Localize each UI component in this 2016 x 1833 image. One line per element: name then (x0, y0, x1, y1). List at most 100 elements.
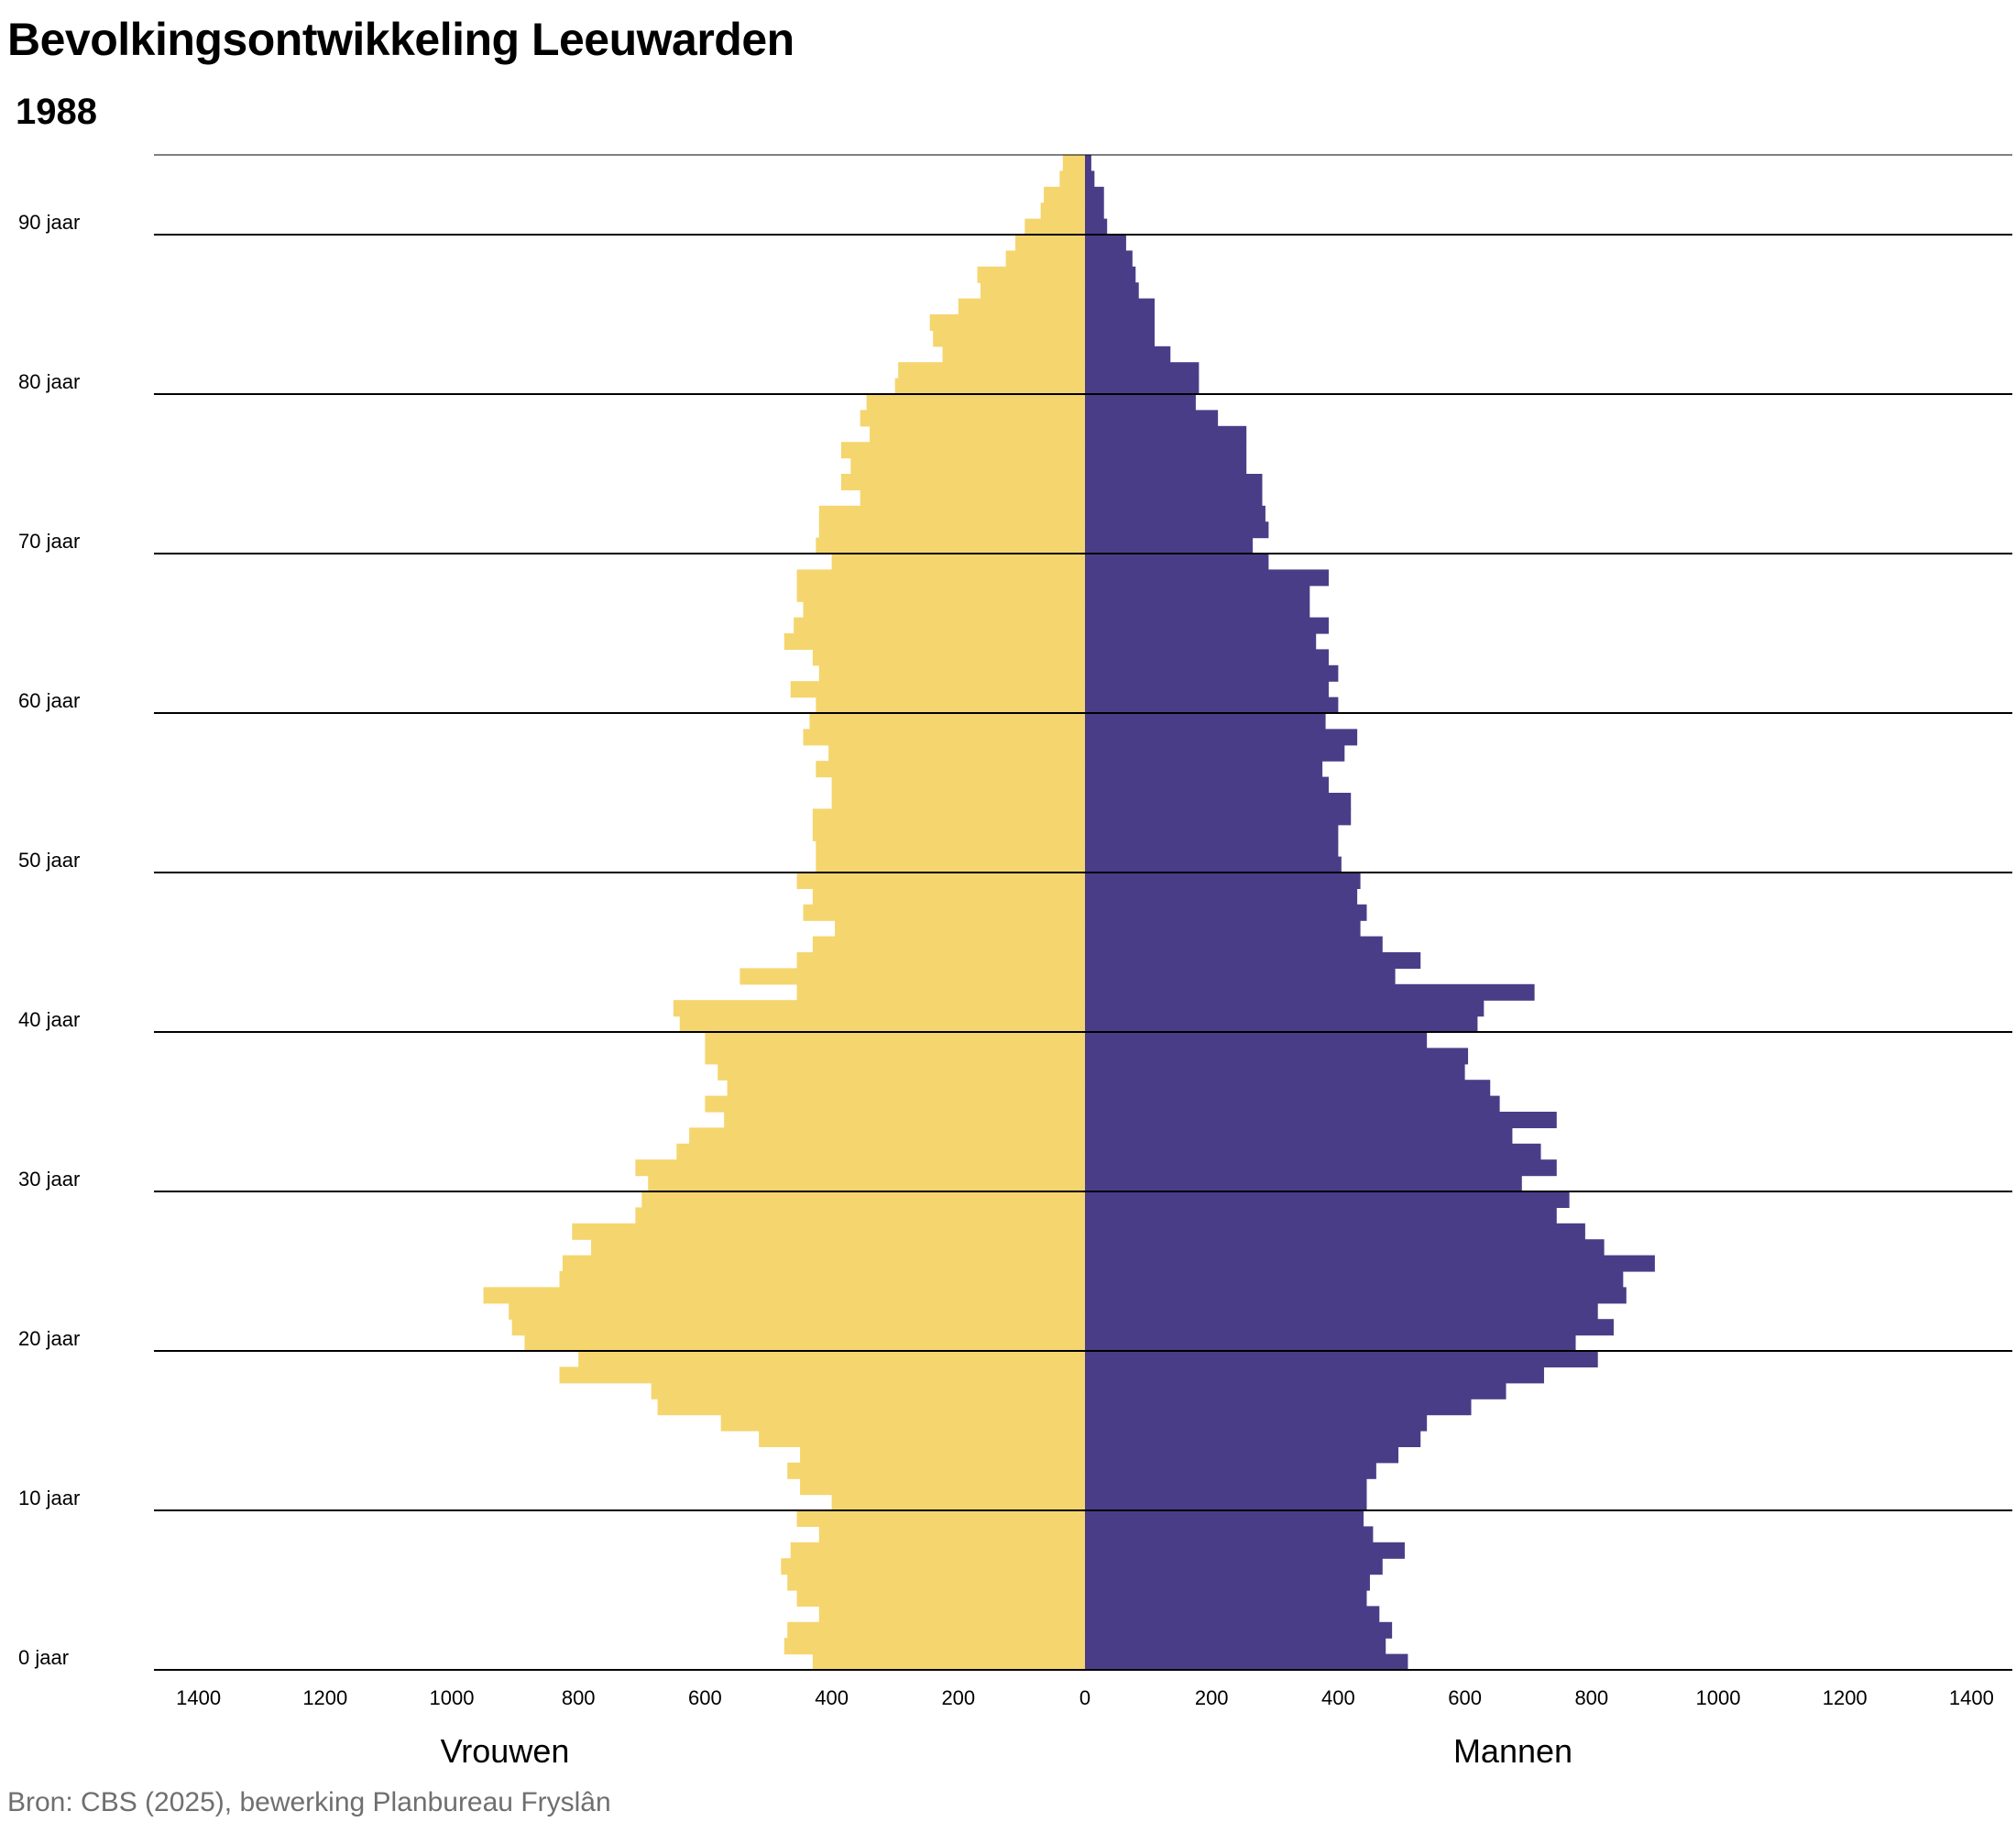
bar-men-age-74 (1085, 474, 1263, 490)
bar-men-age-8 (1085, 1526, 1374, 1543)
bar-men-age-17 (1085, 1382, 1507, 1399)
bar-women-age-73 (860, 489, 1085, 507)
bar-men-age-14 (1085, 1431, 1421, 1447)
source-note: Bron: CBS (2025), bewerking Planbureau F… (7, 1787, 611, 1817)
bar-women-age-0 (812, 1653, 1085, 1671)
bar-women-age-45 (812, 936, 1085, 953)
axis-label-men: Mannen (1453, 1732, 1572, 1770)
bar-women-age-18 (559, 1367, 1085, 1384)
bar-men-age-16 (1085, 1399, 1472, 1416)
bar-women-age-9 (796, 1510, 1085, 1527)
bar-men-age-84 (1085, 314, 1156, 331)
bar-women-age-68 (796, 569, 1085, 587)
bar-men-age-57 (1085, 744, 1345, 762)
bar-women-age-75 (850, 457, 1085, 475)
bar-women-age-33 (689, 1127, 1085, 1145)
age-label-50: 50 jaar (18, 849, 80, 872)
chart-title: Bevolkingsontwikkeling Leeuwarden (7, 14, 794, 65)
bar-women-age-53 (812, 808, 1085, 826)
bar-men-age-25 (1085, 1255, 1655, 1272)
bar-men-age-49 (1085, 873, 1361, 889)
bar-men-age-41 (1085, 1000, 1485, 1017)
bar-men-age-60 (1085, 697, 1339, 714)
bar-women-age-52 (812, 824, 1085, 841)
bar-women-age-94 (1062, 155, 1085, 171)
bar-women-age-51 (816, 840, 1085, 858)
bar-men-age-43 (1085, 968, 1396, 985)
bar-men-age-92 (1085, 186, 1104, 203)
bar-women-age-26 (591, 1239, 1085, 1257)
bar-women-age-64 (783, 633, 1085, 650)
bar-men-age-26 (1085, 1239, 1605, 1257)
bar-women-age-93 (1059, 170, 1085, 188)
bar-women-age-71 (818, 521, 1085, 539)
bar-men-age-71 (1085, 521, 1269, 539)
bar-women-age-83 (933, 330, 1085, 347)
bar-women-age-38 (705, 1048, 1085, 1065)
bar-women-age-2 (787, 1621, 1085, 1639)
bar-men-age-79 (1085, 394, 1196, 411)
bar-men-age-52 (1085, 824, 1339, 841)
bar-women-age-69 (831, 554, 1085, 570)
bar-women-age-87 (977, 266, 1085, 283)
bar-women-age-48 (812, 888, 1085, 906)
bar-men-age-7 (1085, 1542, 1405, 1559)
bar-women-age-34 (724, 1112, 1085, 1128)
bar-women-age-79 (866, 394, 1085, 411)
bar-women-age-76 (840, 442, 1085, 459)
bar-men-age-72 (1085, 505, 1265, 522)
bar-men-age-88 (1085, 250, 1133, 268)
bar-men-age-82 (1085, 346, 1171, 363)
bar-men-age-86 (1085, 282, 1139, 300)
bar-women-age-23 (483, 1287, 1085, 1304)
bar-women-age-5 (787, 1574, 1085, 1591)
bar-men-age-64 (1085, 633, 1317, 650)
x-tick-11: 800 (1574, 1686, 1608, 1709)
bar-men-age-33 (1085, 1127, 1513, 1145)
bar-men-age-76 (1085, 442, 1247, 459)
bar-men-age-87 (1085, 266, 1136, 283)
bar-men-age-94 (1085, 155, 1091, 171)
bar-women-age-63 (812, 649, 1085, 666)
bar-men-age-28 (1085, 1207, 1557, 1224)
bar-men-age-63 (1085, 649, 1330, 666)
bar-women-age-44 (796, 952, 1085, 969)
bar-men-age-54 (1085, 793, 1352, 809)
x-tick-12: 1000 (1696, 1686, 1741, 1709)
bar-men-age-46 (1085, 920, 1361, 938)
bar-men-age-81 (1085, 362, 1200, 379)
bar-women-age-36 (727, 1080, 1085, 1097)
bar-women-age-56 (816, 761, 1085, 778)
bar-women-age-21 (511, 1319, 1085, 1336)
bar-women-age-11 (800, 1478, 1085, 1496)
bar-women-age-37 (718, 1063, 1085, 1081)
bar-women-age-49 (796, 873, 1085, 889)
bar-women-age-60 (816, 697, 1085, 714)
bar-men-age-34 (1085, 1112, 1557, 1128)
bar-women-age-24 (559, 1271, 1085, 1288)
bar-women-age-65 (794, 617, 1085, 634)
bar-women-age-4 (796, 1590, 1085, 1607)
age-label-80: 80 jaar (18, 370, 80, 393)
bar-men-age-13 (1085, 1446, 1399, 1464)
bar-men-age-29 (1085, 1191, 1570, 1208)
bar-men-age-36 (1085, 1080, 1491, 1097)
age-label-20: 20 jaar (18, 1327, 80, 1350)
bar-men-age-58 (1085, 729, 1358, 746)
x-tick-4: 600 (688, 1686, 722, 1709)
bar-men-age-38 (1085, 1048, 1469, 1065)
x-tick-14: 1400 (1949, 1686, 1994, 1709)
bar-women-age-15 (720, 1414, 1085, 1432)
bar-women-age-7 (790, 1542, 1085, 1559)
bar-men-age-40 (1085, 1015, 1478, 1033)
bar-women-age-20 (524, 1334, 1085, 1352)
bar-men-age-1 (1085, 1638, 1386, 1655)
bar-men-age-83 (1085, 330, 1156, 347)
women-bars (483, 155, 1086, 1671)
bar-women-age-86 (980, 282, 1085, 300)
bar-men-age-77 (1085, 425, 1247, 443)
bar-women-age-29 (641, 1191, 1085, 1208)
bar-women-age-14 (759, 1431, 1085, 1447)
bar-women-age-88 (1005, 250, 1086, 268)
